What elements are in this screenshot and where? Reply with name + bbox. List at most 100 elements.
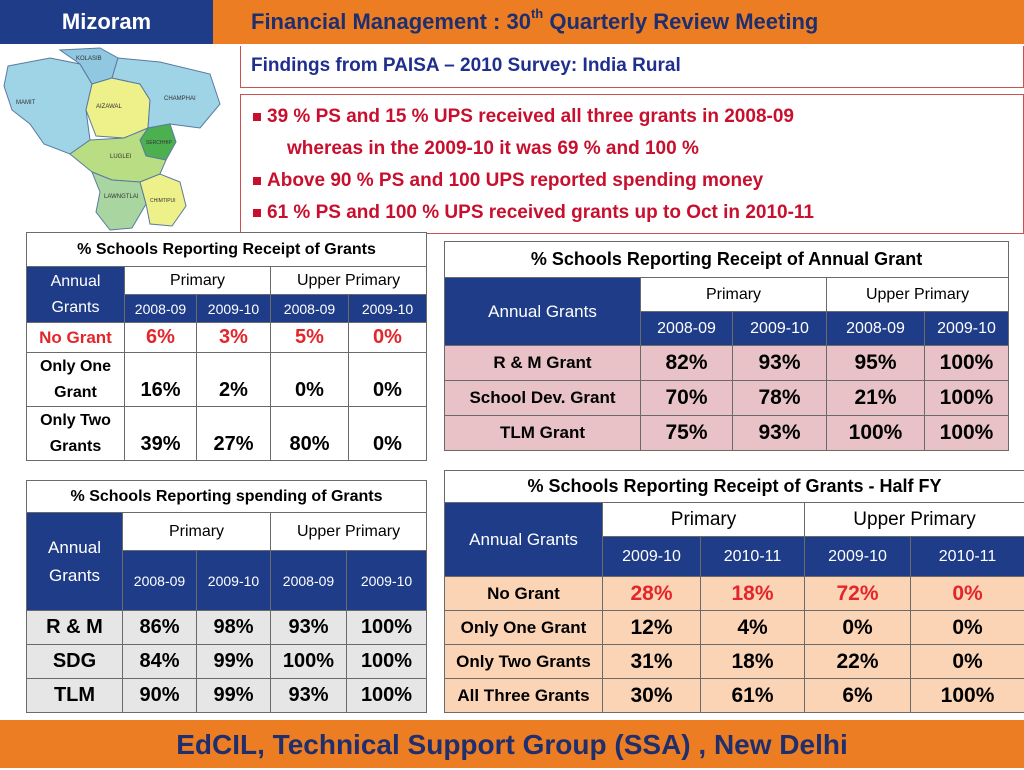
row-label: Only Two Grants xyxy=(445,645,603,679)
row-label: Only One Grant xyxy=(27,353,125,407)
map-label: LAWNGTLAI xyxy=(104,194,139,200)
column-header: Primary xyxy=(603,503,805,537)
column-header: Primary xyxy=(123,513,271,551)
table-cell: 75% xyxy=(641,416,733,451)
table-cell: 0% xyxy=(911,611,1024,645)
row-label: R & M Grant xyxy=(445,346,641,381)
receipt-half-fy-table: % Schools Reporting Receipt of Grants - … xyxy=(444,470,1024,713)
table-cell: 93% xyxy=(271,611,347,645)
map-label: LUGLEI xyxy=(110,154,132,160)
table-cell: 100% xyxy=(925,416,1009,451)
table-cell: 100% xyxy=(911,679,1024,713)
row-label: No Grant xyxy=(27,323,125,353)
table-cell: 6% xyxy=(125,323,197,353)
column-header: Upper Primary xyxy=(271,513,427,551)
table-caption: % Schools Reporting Receipt of Annual Gr… xyxy=(445,242,1009,278)
table-cell: 100% xyxy=(347,679,427,713)
table-cell: 0% xyxy=(805,611,911,645)
mizoram-map: KOLASIB MAMIT AIZAWAL CHAMPHAI SERCHHIP … xyxy=(0,44,240,232)
table-cell: 99% xyxy=(197,645,271,679)
table-cell: 100% xyxy=(925,381,1009,416)
year-header: 2008-09 xyxy=(271,295,349,323)
table-cell: 39% xyxy=(125,407,197,461)
year-header: 2010-11 xyxy=(911,537,1024,577)
table-cell: 16% xyxy=(125,353,197,407)
footer: EdCIL, Technical Support Group (SSA) , N… xyxy=(0,720,1024,768)
table-cell: 100% xyxy=(827,416,925,451)
column-header: Upper Primary xyxy=(805,503,1024,537)
table-cell: 98% xyxy=(197,611,271,645)
finding-item: Above 90 % PS and 100 UPS reported spend… xyxy=(251,165,1013,197)
column-header: Annual Grants xyxy=(27,513,123,611)
table-cell: 0% xyxy=(911,645,1024,679)
row-label: School Dev. Grant xyxy=(445,381,641,416)
spending-of-grants-table: % Schools Reporting spending of Grants A… xyxy=(26,480,427,713)
state-label: Mizoram xyxy=(0,0,213,44)
table-cell: 93% xyxy=(733,346,827,381)
year-header: 2008-09 xyxy=(827,312,925,346)
finding-item-continuation: whereas in the 2009-10 it was 69 % and 1… xyxy=(251,133,1013,165)
page-title: Financial Management : 30th Quarterly Re… xyxy=(213,0,1024,44)
column-header: Annual Grants xyxy=(445,503,603,577)
year-header: 2009-10 xyxy=(603,537,701,577)
column-header: Upper Primary xyxy=(271,267,427,295)
column-header: Annual Grants xyxy=(27,267,125,323)
receipt-annual-grant-table: % Schools Reporting Receipt of Annual Gr… xyxy=(444,241,1009,451)
table-cell: 82% xyxy=(641,346,733,381)
table-cell: 2% xyxy=(197,353,271,407)
table-cell: 5% xyxy=(271,323,349,353)
finding-item: 61 % PS and 100 % UPS received grants up… xyxy=(251,197,1013,229)
table-cell: 100% xyxy=(347,611,427,645)
table-cell: 0% xyxy=(349,323,427,353)
table-cell: 0% xyxy=(349,407,427,461)
findings-list: 39 % PS and 15 % UPS received all three … xyxy=(240,94,1024,234)
table-cell: 22% xyxy=(805,645,911,679)
table-caption: % Schools Reporting Receipt of Grants - … xyxy=(445,471,1024,503)
table-cell: 0% xyxy=(271,353,349,407)
year-header: 2009-10 xyxy=(805,537,911,577)
column-header: Annual Grants xyxy=(445,278,641,346)
year-header: 2008-09 xyxy=(271,551,347,611)
table-cell: 3% xyxy=(197,323,271,353)
year-header: 2010-11 xyxy=(701,537,805,577)
table-cell: 18% xyxy=(701,577,805,611)
row-label: Only Two Grants xyxy=(27,407,125,461)
table-cell: 27% xyxy=(197,407,271,461)
column-header: Primary xyxy=(125,267,271,295)
map-label: AIZAWAL xyxy=(96,104,123,110)
table-cell: 99% xyxy=(197,679,271,713)
year-header: 2009-10 xyxy=(347,551,427,611)
table-cell: 84% xyxy=(123,645,197,679)
table-caption: % Schools Reporting Receipt of Grants xyxy=(27,233,427,267)
map-label: MAMIT xyxy=(16,100,36,106)
table-cell: 78% xyxy=(733,381,827,416)
table-cell: 72% xyxy=(805,577,911,611)
year-header: 2008-09 xyxy=(641,312,733,346)
table-caption: % Schools Reporting spending of Grants xyxy=(27,481,427,513)
year-header: 2009-10 xyxy=(925,312,1009,346)
map-label: CHAMPHAI xyxy=(164,96,196,102)
table-cell: 95% xyxy=(827,346,925,381)
table-cell: 90% xyxy=(123,679,197,713)
table-cell: 93% xyxy=(733,416,827,451)
table-cell: 61% xyxy=(701,679,805,713)
table-cell: 21% xyxy=(827,381,925,416)
table-cell: 0% xyxy=(349,353,427,407)
year-header: 2009-10 xyxy=(197,551,271,611)
finding-item: 39 % PS and 15 % UPS received all three … xyxy=(251,101,1013,133)
column-header: Primary xyxy=(641,278,827,312)
row-label: TLM xyxy=(27,679,123,713)
table-cell: 31% xyxy=(603,645,701,679)
table-cell: 6% xyxy=(805,679,911,713)
table-cell: 18% xyxy=(701,645,805,679)
table-cell: 28% xyxy=(603,577,701,611)
row-label: R & M xyxy=(27,611,123,645)
table-cell: 100% xyxy=(347,645,427,679)
table-cell: 86% xyxy=(123,611,197,645)
year-header: 2009-10 xyxy=(197,295,271,323)
receipt-of-grants-table: % Schools Reporting Receipt of Grants An… xyxy=(26,232,427,461)
map-label: KOLASIB xyxy=(76,56,102,62)
findings-subtitle: Findings from PAISA – 2010 Survey: India… xyxy=(240,46,1024,88)
map-label: CHIMTIPUI xyxy=(150,198,176,204)
column-header: Upper Primary xyxy=(827,278,1009,312)
